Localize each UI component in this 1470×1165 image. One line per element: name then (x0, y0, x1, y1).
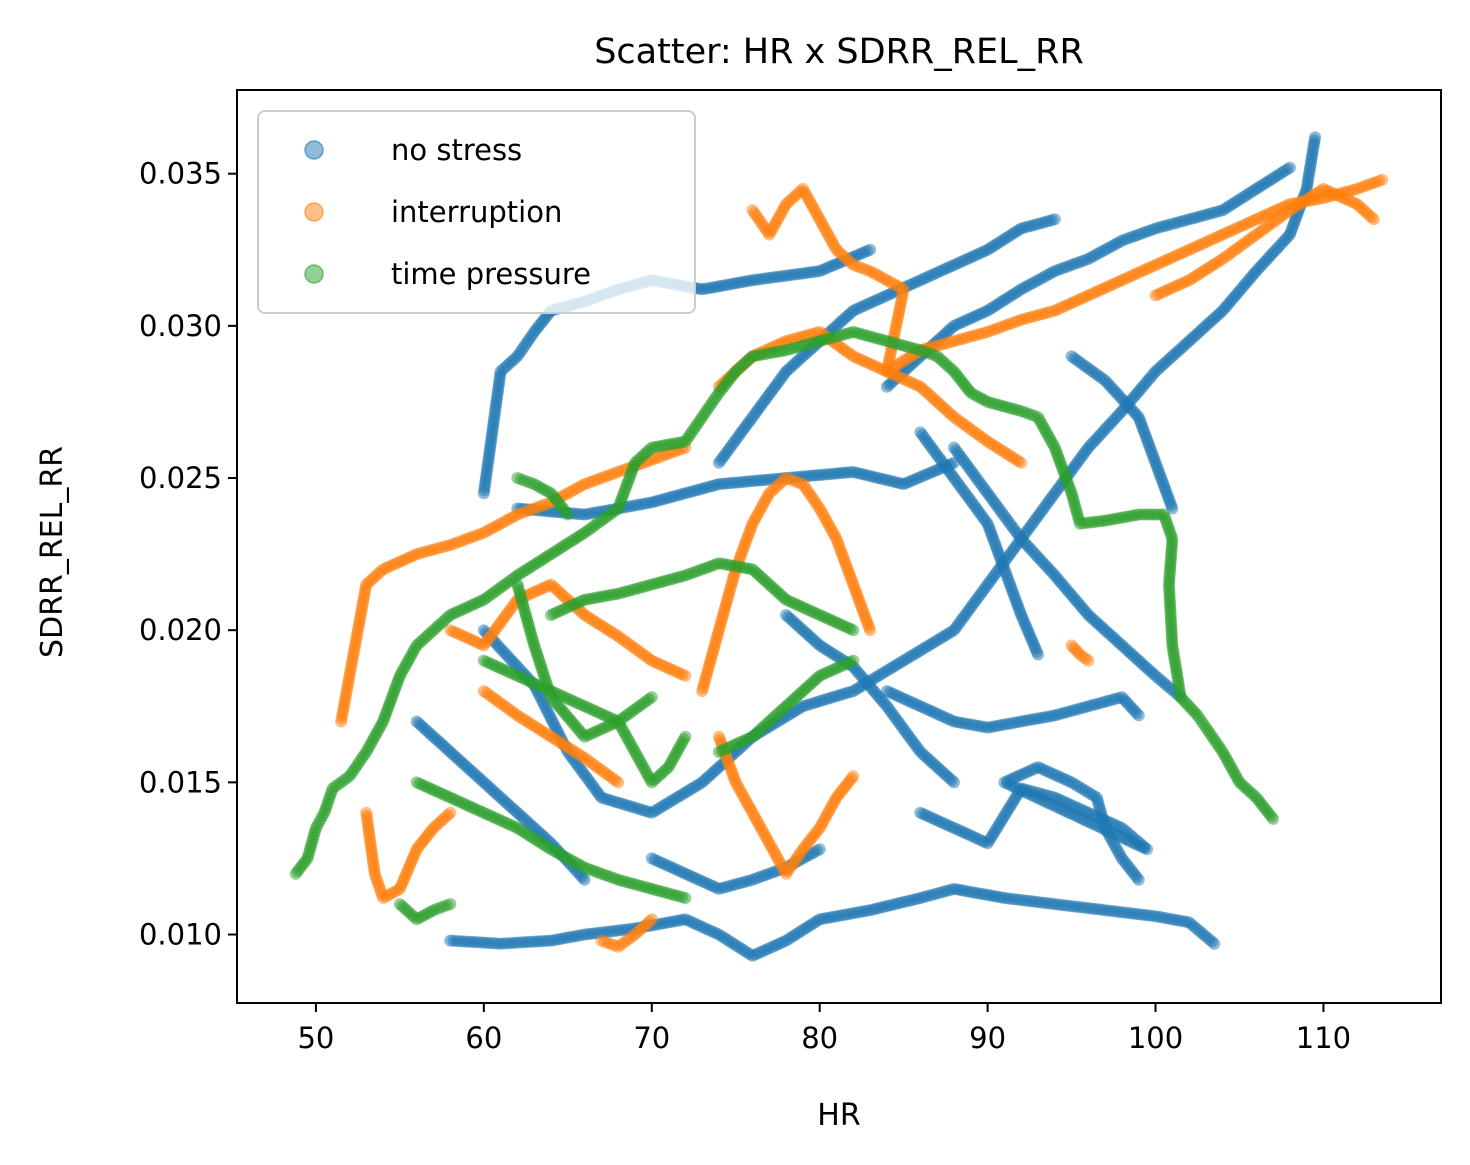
legend-label: time pressure (391, 257, 591, 291)
data-point (1367, 213, 1380, 226)
y-axis: 0.010 0.015 0.020 0.025 0.030 0.035 (139, 157, 237, 952)
legend: no stress interruption time pressure (257, 110, 696, 314)
x-tick-label: 110 (1296, 1021, 1351, 1055)
legend-marker (304, 264, 324, 284)
y-tick-label: 0.035 (139, 157, 222, 191)
points-layer (289, 131, 1389, 962)
data-point (679, 669, 692, 682)
y-tick-label: 0.010 (139, 918, 222, 952)
series-interruption (335, 173, 1389, 953)
y-tick-label: 0.015 (139, 765, 222, 799)
data-point (1283, 161, 1296, 174)
data-point (561, 508, 574, 521)
series-time-pressure (289, 325, 1280, 926)
data-point (1166, 502, 1179, 515)
y-tick-label: 0.020 (139, 613, 222, 647)
data-point (1048, 213, 1061, 226)
legend-marker (304, 202, 324, 222)
y-tick-label: 0.025 (139, 461, 222, 495)
y-axis-label: SDRR_REL_RR (35, 446, 70, 658)
data-point (1309, 131, 1322, 144)
data-point (1208, 937, 1221, 950)
data-point (444, 806, 457, 819)
data-point (847, 624, 860, 637)
x-axis: 50 60 70 80 90 100 110 (297, 1003, 1351, 1055)
data-point (1015, 456, 1028, 469)
data-point (847, 654, 860, 667)
x-tick-label: 100 (1128, 1021, 1183, 1055)
data-point (1376, 173, 1389, 186)
series-no-stress (410, 131, 1322, 962)
data-point (813, 843, 826, 856)
data-point (645, 913, 658, 926)
data-point (1132, 709, 1145, 722)
data-point (1082, 654, 1095, 667)
legend-box (257, 110, 696, 314)
chart-title: Scatter: HR x SDRR_REL_RR (594, 32, 1084, 72)
data-point (847, 770, 860, 783)
x-tick-label: 60 (465, 1021, 502, 1055)
x-axis-label: HR (817, 1098, 860, 1133)
data-point (948, 776, 960, 789)
x-tick-label: 90 (969, 1021, 1006, 1055)
legend-label: interruption (391, 195, 562, 229)
legend-label: no stress (391, 133, 522, 167)
x-tick-label: 70 (633, 1021, 670, 1055)
x-tick-label: 80 (801, 1021, 838, 1055)
data-point (864, 243, 877, 256)
data-point (1032, 648, 1044, 661)
data-point (864, 624, 877, 637)
x-tick-label: 50 (297, 1021, 334, 1055)
data-point (645, 691, 658, 704)
legend-marker (304, 140, 324, 160)
data-point (612, 776, 625, 789)
data-point (679, 730, 692, 743)
data-point (578, 873, 591, 886)
plot-frame (236, 89, 1442, 1004)
y-tick-label: 0.030 (139, 309, 222, 343)
data-point (1132, 873, 1145, 886)
data-point (444, 898, 457, 911)
data-point (679, 892, 692, 904)
data-point (1267, 812, 1280, 825)
